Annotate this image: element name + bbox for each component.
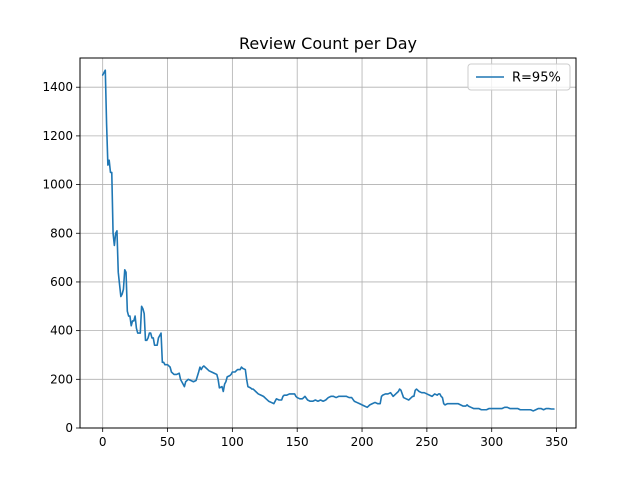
legend-box [467,63,571,91]
x-tick-label: 100 [221,435,244,449]
y-tick-label: 400 [50,324,73,338]
legend: R=95% [467,63,571,91]
y-tick-label: 800 [50,226,73,240]
ticks: 0 50 100 150 200 250 300 350 0 200 400 600 800 1000 12… [42,80,568,449]
x-tick-label: 200 [351,435,374,449]
y-tick-label: 1200 [42,129,73,143]
x-tick-label: 300 [480,435,503,449]
x-tick-label: 150 [286,435,309,449]
y-tick-label: 200 [50,372,73,386]
series-line-0 [101,69,555,412]
y-tick-label: 1000 [42,178,73,192]
chart-title: Review Count per Day [239,34,417,53]
y-tick-label: 600 [50,275,73,289]
y-tick-label: 0 [65,421,73,435]
x-tick-label: 0 [99,435,107,449]
axes-frame [79,57,577,429]
y-tick-label: 1400 [42,80,73,94]
x-tick-label: 50 [160,435,175,449]
series-layer [101,69,555,412]
x-tick-label: 350 [545,435,568,449]
x-tick-label: 250 [415,435,438,449]
legend-label: R=95% [512,71,561,86]
